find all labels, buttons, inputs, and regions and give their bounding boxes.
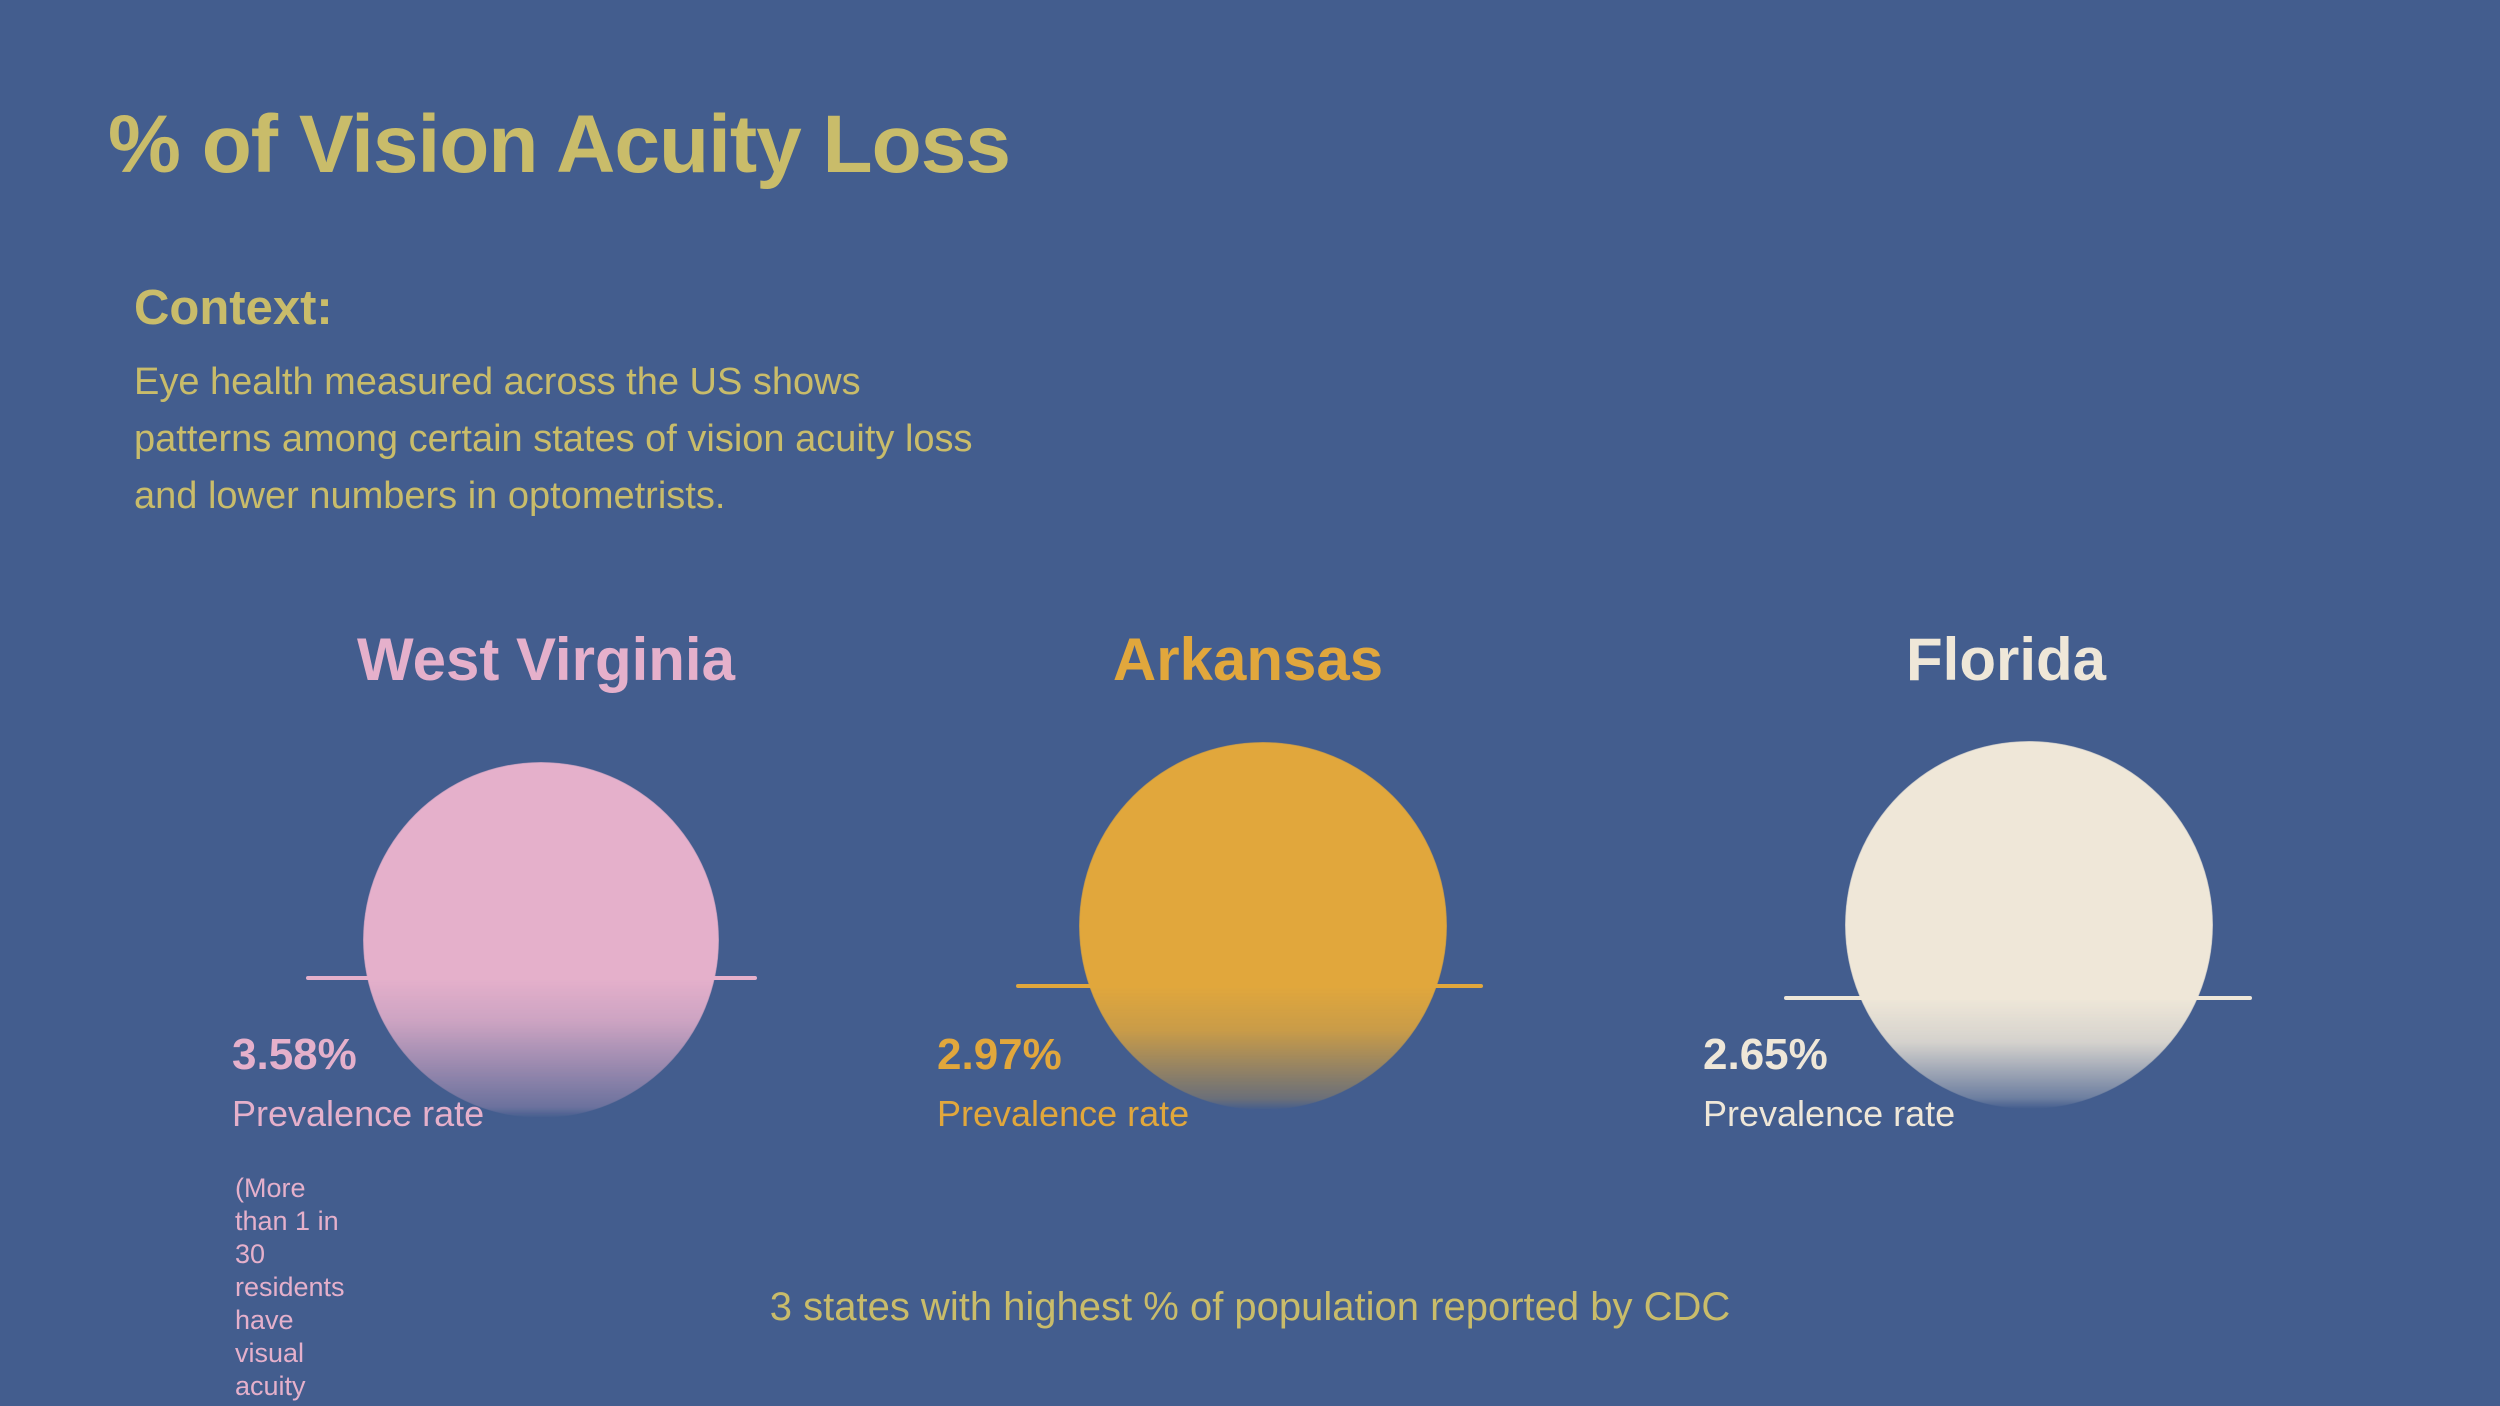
sun-circle	[363, 762, 719, 1118]
state-name: Florida	[1905, 626, 2107, 693]
page-title: % of Vision Acuity Loss	[108, 99, 1011, 190]
state-note: (More than 1 in 30 residents have visual…	[235, 1173, 345, 1406]
context-body: Eye health measured across the US shows …	[134, 361, 973, 517]
sun-circle	[1845, 741, 2213, 1109]
context-section: Context: Eye health measured across the …	[134, 280, 1134, 525]
prevalence-value: 2.97%	[937, 1030, 1062, 1079]
footer-caption: 3 states with highest % of population re…	[769, 1285, 1731, 1329]
prevalence-label: Prevalence rate	[937, 1093, 1190, 1134]
state-name: Arkansas	[1112, 626, 1384, 693]
horizon-line	[1784, 996, 2252, 1000]
context-heading: Context:	[134, 281, 333, 335]
prevalence-value: 2.65%	[1703, 1030, 1828, 1079]
sun-circle	[1079, 742, 1447, 1110]
prevalence-label: Prevalence rate	[232, 1093, 485, 1134]
prevalence-label: Prevalence rate	[1703, 1093, 1956, 1134]
state-name: West Virginia	[357, 626, 735, 693]
prevalence-value: 3.58%	[232, 1030, 357, 1079]
horizon-line	[1016, 984, 1483, 988]
horizon-line	[306, 976, 757, 980]
